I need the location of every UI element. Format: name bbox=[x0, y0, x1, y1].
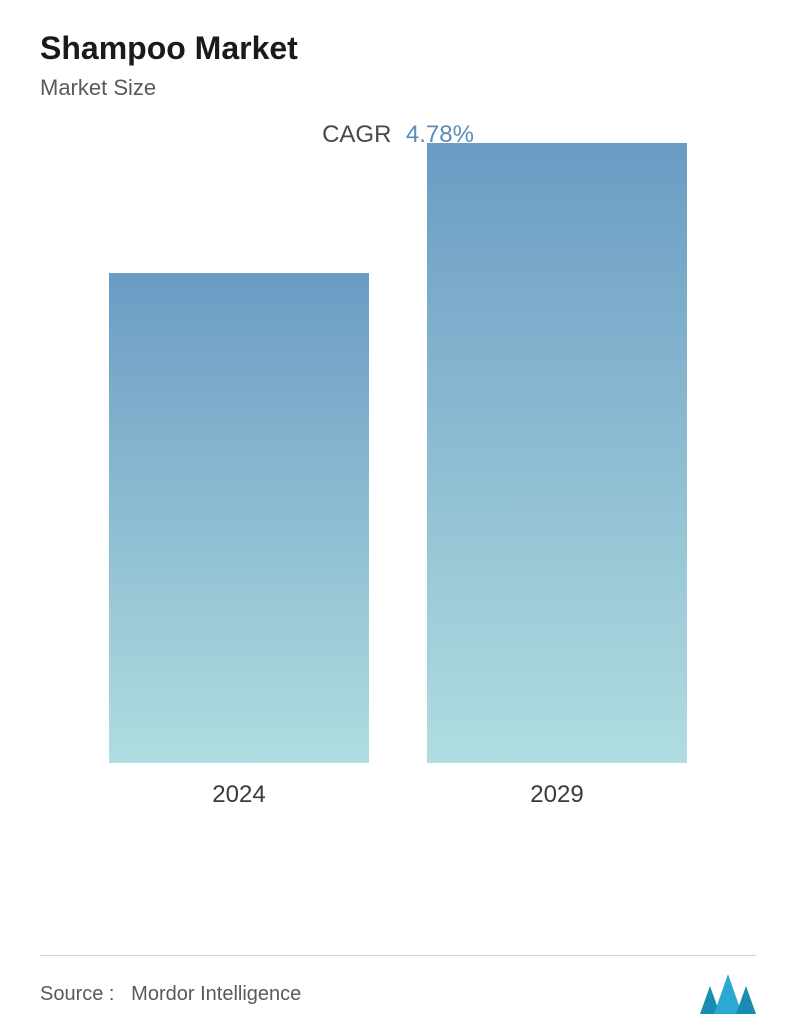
cagr-label: CAGR bbox=[322, 121, 391, 148]
bar-label-0: 2024 bbox=[212, 781, 265, 809]
footer: Source : Mordor Intelligence bbox=[40, 955, 756, 1014]
source-text: Source : Mordor Intelligence bbox=[40, 983, 301, 1006]
source-label: Source : bbox=[40, 983, 114, 1005]
source-name: Mordor Intelligence bbox=[131, 983, 301, 1005]
bar-1 bbox=[427, 143, 687, 763]
bar-label-1: 2029 bbox=[530, 781, 583, 809]
page-subtitle: Market Size bbox=[40, 75, 756, 101]
bar-chart: 2024 2029 bbox=[40, 179, 756, 859]
bar-0 bbox=[109, 273, 369, 763]
page-title: Shampoo Market bbox=[40, 30, 756, 67]
bar-group-0: 2024 bbox=[109, 273, 369, 809]
mordor-logo-icon bbox=[700, 974, 756, 1014]
bar-group-1: 2029 bbox=[427, 143, 687, 809]
